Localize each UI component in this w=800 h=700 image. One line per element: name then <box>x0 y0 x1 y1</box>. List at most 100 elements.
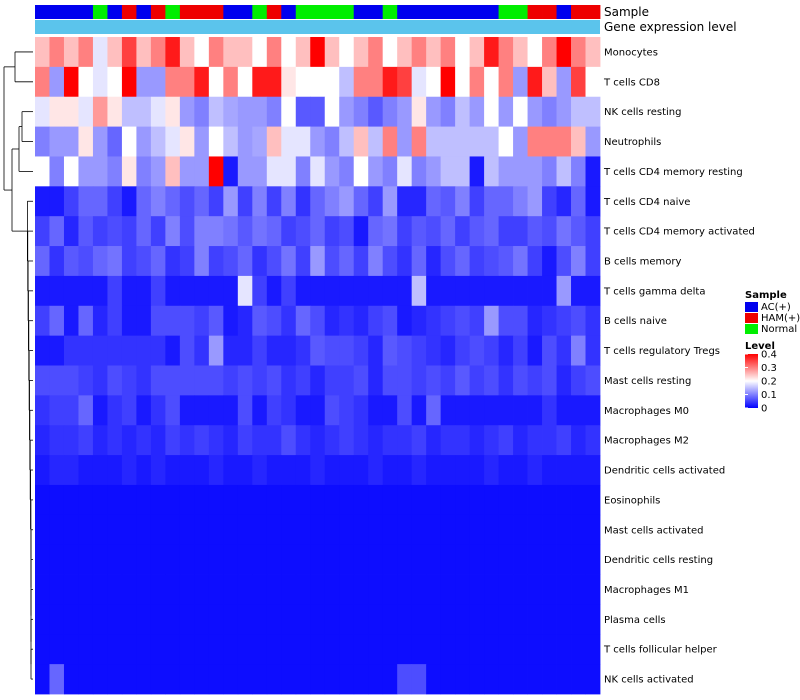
expression-annotation-bar <box>35 20 600 34</box>
heatmap-cell <box>542 664 557 695</box>
legend-level-colorbar <box>745 354 758 408</box>
heatmap-cell <box>542 186 557 217</box>
heatmap-cell <box>281 484 297 516</box>
heatmap-cell <box>426 455 442 486</box>
heatmap-cell <box>295 514 311 546</box>
heatmap-cell <box>208 66 224 98</box>
heatmap-cell <box>121 365 137 396</box>
row-label: B cells memory <box>604 256 681 267</box>
heatmap-cell <box>266 484 282 516</box>
heatmap-cell <box>585 305 601 337</box>
heatmap-cell <box>208 126 224 157</box>
sample-annotation-cell <box>63 5 79 19</box>
heatmap-cell <box>484 484 499 516</box>
heatmap-cell <box>92 37 108 68</box>
heatmap-cell <box>527 246 543 277</box>
heatmap-cell <box>527 574 543 605</box>
heatmap-cell <box>49 275 65 307</box>
heatmap-cell <box>542 544 557 575</box>
heatmap-cell <box>324 246 340 277</box>
heatmap-cell <box>179 634 195 665</box>
heatmap-cell <box>223 365 239 396</box>
heatmap-cell <box>136 395 152 426</box>
heatmap-cell <box>484 126 499 157</box>
sample-annotation-cell <box>527 5 543 19</box>
heatmap-cell <box>63 246 79 277</box>
heatmap-cell <box>397 514 413 546</box>
heatmap-cell <box>310 126 326 157</box>
heatmap-cell <box>556 156 572 187</box>
heatmap-cell <box>585 574 601 605</box>
heatmap-cell <box>281 544 297 575</box>
heatmap-cell <box>165 126 181 157</box>
heatmap-cell <box>252 544 268 575</box>
heatmap-cell <box>571 275 586 307</box>
heatmap-cell <box>252 395 268 426</box>
heatmap-cell <box>78 425 94 456</box>
heatmap-cell <box>223 66 239 98</box>
heatmap-cell <box>107 634 123 665</box>
heatmap-cell <box>368 455 384 486</box>
heatmap-cell <box>585 544 601 575</box>
heatmap-cell <box>121 66 137 98</box>
heatmap-cell <box>324 305 340 337</box>
heatmap-cell <box>426 305 442 337</box>
heatmap-cell <box>266 96 282 127</box>
heatmap-cell <box>165 246 181 277</box>
heatmap-cell <box>179 544 195 575</box>
heatmap-cell <box>208 186 224 217</box>
heatmap-cell <box>368 484 384 516</box>
heatmap-cell <box>223 574 239 605</box>
heatmap-cell <box>498 66 514 98</box>
heatmap-cell <box>484 634 499 665</box>
heatmap-cell <box>295 37 311 68</box>
heatmap-cell <box>310 216 326 247</box>
heatmap-cell <box>455 156 471 187</box>
heatmap-cell <box>281 395 297 426</box>
row-label: Macrophages M1 <box>604 585 689 596</box>
heatmap-cell <box>136 216 152 247</box>
heatmap-cell <box>411 544 427 575</box>
heatmap-cell <box>310 156 326 187</box>
heatmap-cell <box>179 216 195 247</box>
heatmap-cell <box>556 96 572 127</box>
heatmap-cell <box>571 216 586 247</box>
heatmap-cell <box>136 604 152 635</box>
heatmap-cell <box>252 514 268 546</box>
heatmap-cell <box>585 514 601 546</box>
heatmap-cell <box>266 186 282 217</box>
heatmap-cell <box>353 66 369 98</box>
heatmap-cell <box>353 365 369 396</box>
heatmap-cell <box>92 186 108 217</box>
heatmap-cell <box>237 634 253 665</box>
heatmap-cell <box>585 484 601 516</box>
sample-annotation-cell <box>571 5 586 19</box>
heatmap-cell <box>136 544 152 575</box>
heatmap-cell <box>266 425 282 456</box>
heatmap-cell <box>136 335 152 366</box>
heatmap-cell <box>527 126 543 157</box>
heatmap-cell <box>498 484 514 516</box>
heatmap-cell <box>542 335 557 366</box>
heatmap-cell <box>208 664 224 695</box>
heatmap-cell <box>107 365 123 396</box>
heatmap-cell <box>469 395 485 426</box>
heatmap-cell <box>382 664 398 695</box>
heatmap-cell <box>194 246 210 277</box>
heatmap-cell <box>107 186 123 217</box>
heatmap-cell <box>252 425 268 456</box>
sample-annotation-cell <box>194 5 210 19</box>
heatmap-cell <box>498 455 514 486</box>
heatmap-cell <box>585 96 601 127</box>
heatmap-cell <box>208 455 224 486</box>
sample-annotation-cell <box>266 5 282 19</box>
heatmap-cell <box>165 305 181 337</box>
heatmap-cell <box>455 305 471 337</box>
heatmap-cell <box>295 574 311 605</box>
heatmap-cell <box>295 96 311 127</box>
heatmap-cell <box>571 514 586 546</box>
heatmap-cell <box>455 425 471 456</box>
expression-annotation-label: Gene expression level <box>604 20 737 34</box>
sample-annotation-cell <box>252 5 268 19</box>
heatmap-cell <box>527 544 543 575</box>
